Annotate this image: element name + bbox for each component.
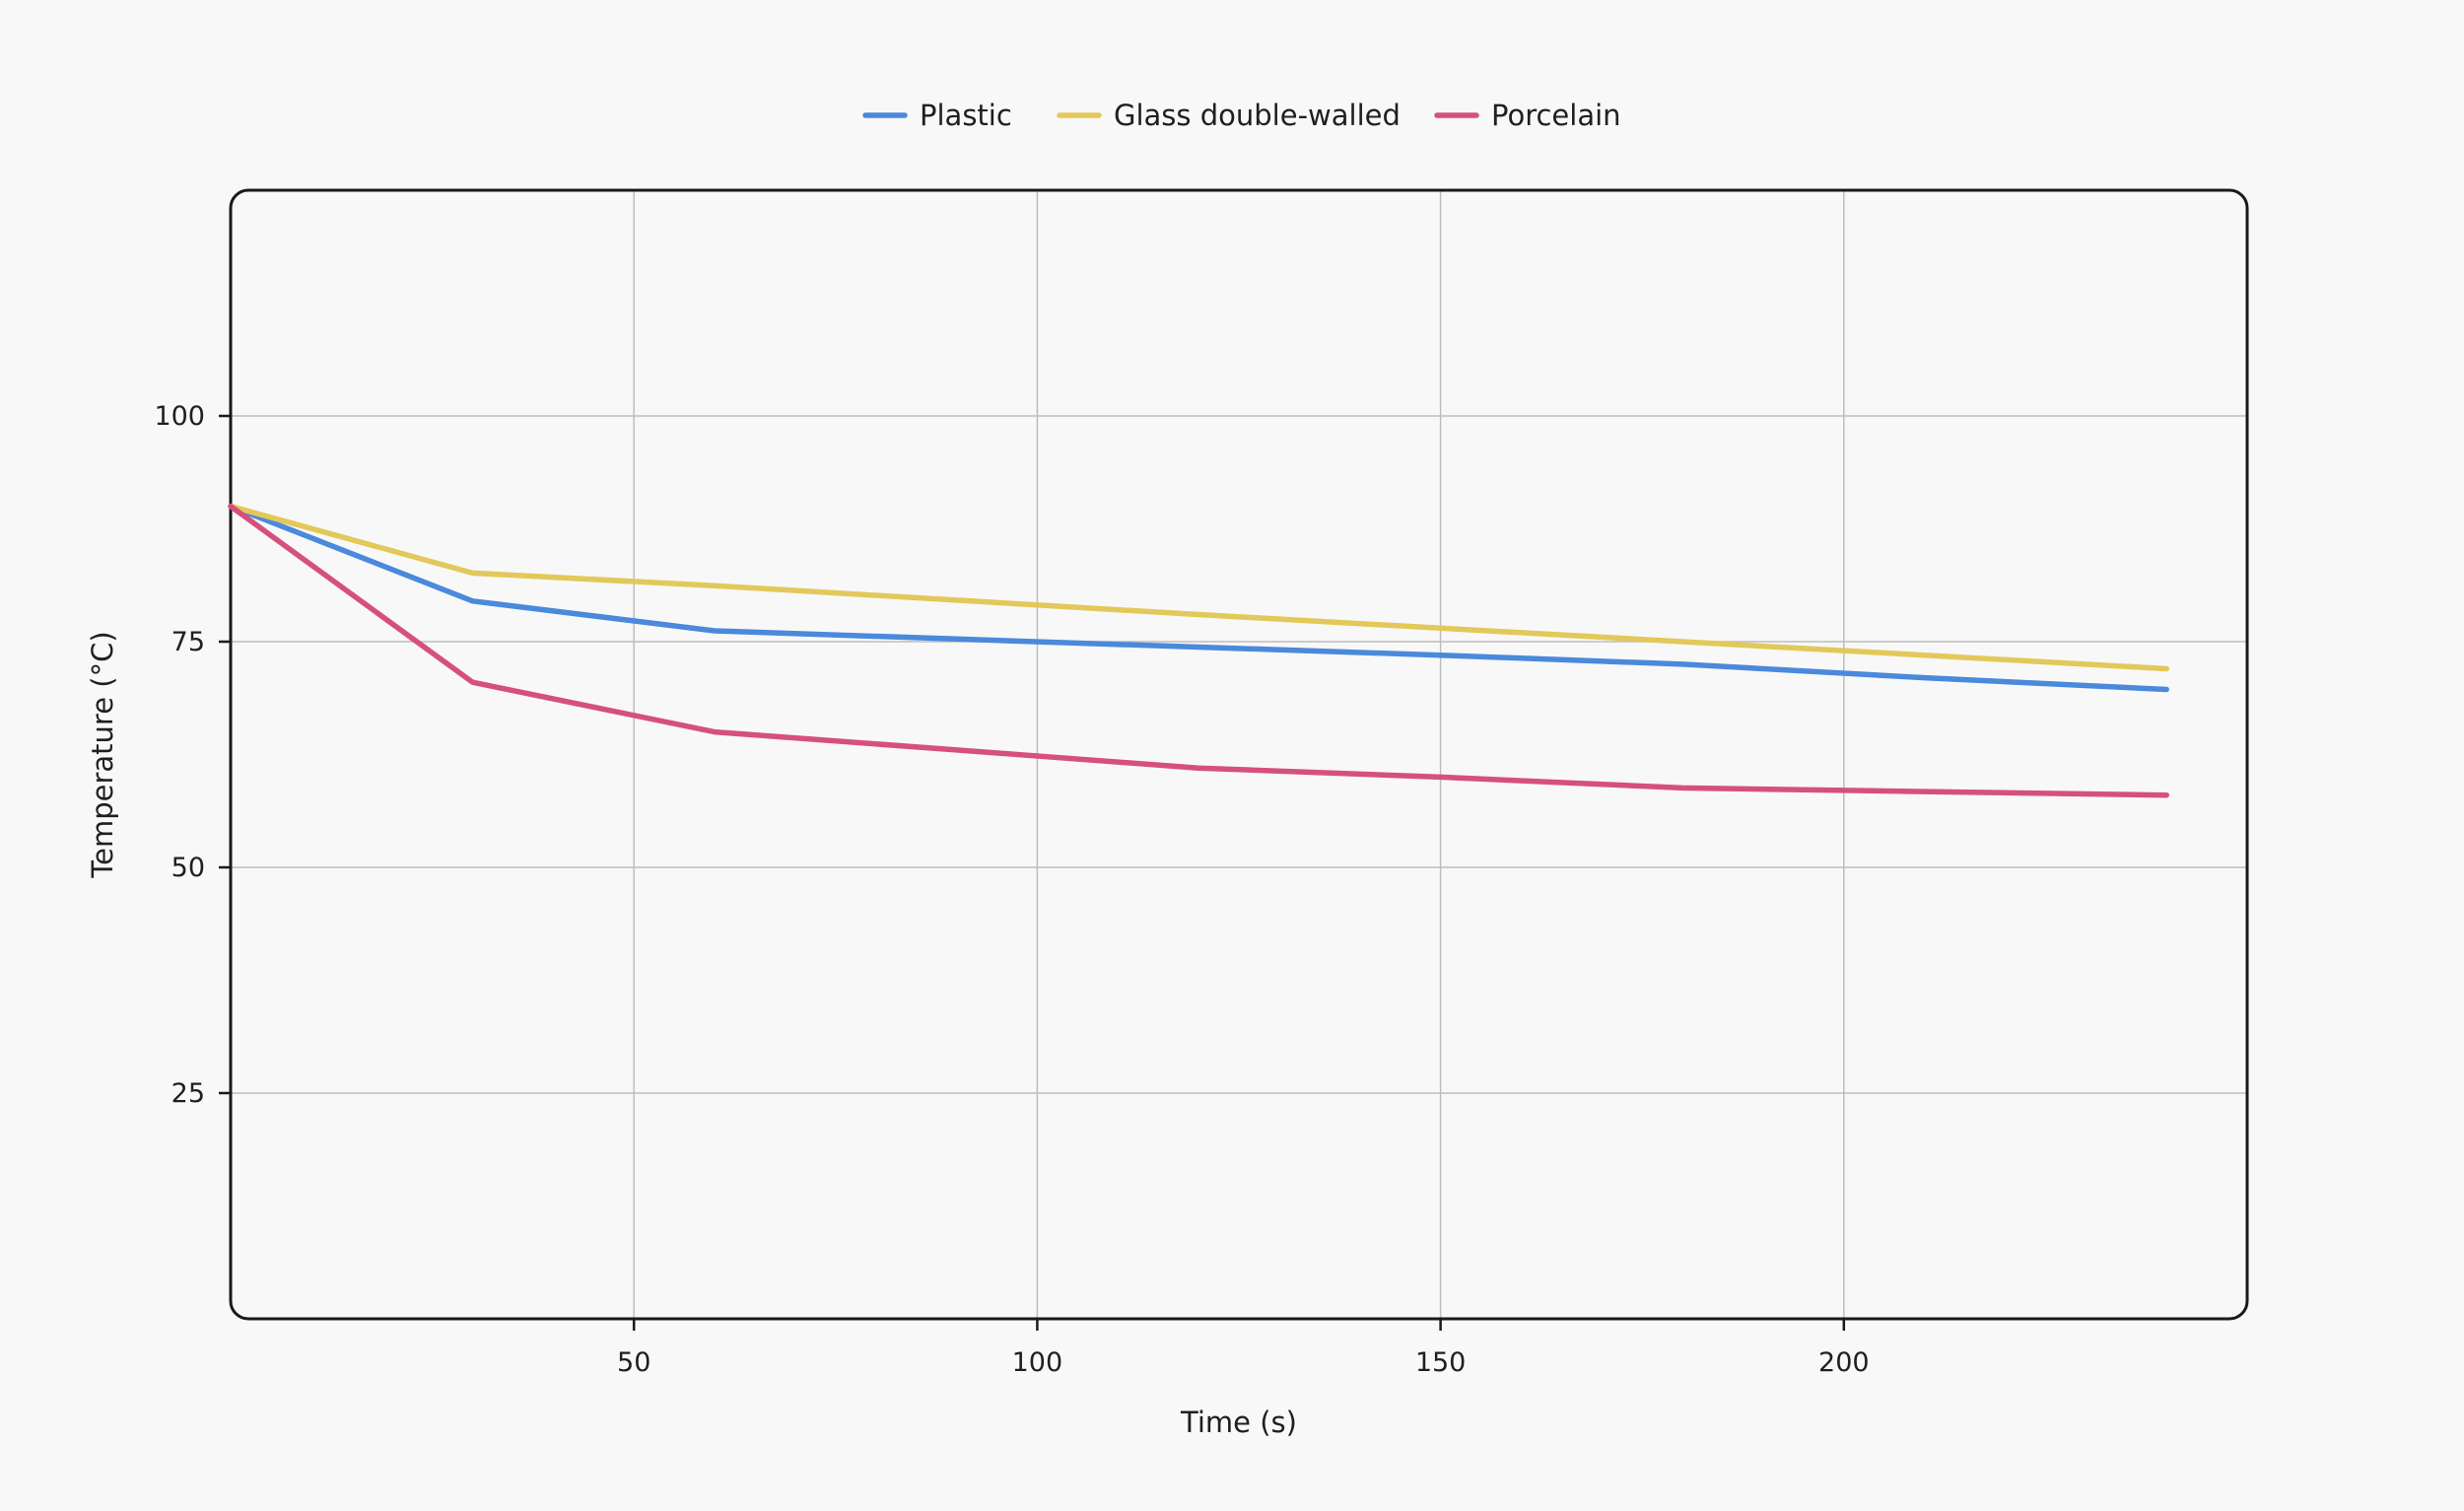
series-line-0 (228, 503, 2169, 693)
legend-label: Plastic (920, 99, 1012, 132)
y-tick-label: 75 (171, 627, 205, 657)
series-line-2 (228, 503, 2169, 798)
x-tick-label: 200 (1818, 1347, 1870, 1378)
gridlines (231, 190, 2247, 1319)
y-tick-label: 25 (171, 1078, 205, 1109)
series-lines (228, 503, 2169, 798)
x-axis-title: Time (s) (1180, 1406, 1297, 1439)
plot-frame (229, 188, 2249, 1321)
y-axis-ticks: 25 50 75 100 (154, 401, 231, 1109)
x-axis-ticks: 50 100 150 200 (617, 1319, 1870, 1378)
legend-label: Porcelain (1491, 99, 1621, 132)
y-tick-label: 50 (171, 853, 205, 883)
x-tick-label: 150 (1415, 1347, 1467, 1378)
x-tick-label: 50 (617, 1347, 650, 1378)
x-tick-label: 100 (1012, 1347, 1063, 1378)
legend: Plastic Glass double-walled Porcelain (862, 99, 1621, 132)
y-tick-label: 100 (154, 401, 205, 432)
y-axis-title: Temperature (°C) (86, 631, 119, 878)
legend-label: Glass double-walled (1114, 99, 1401, 132)
series-line-1 (228, 503, 2169, 672)
